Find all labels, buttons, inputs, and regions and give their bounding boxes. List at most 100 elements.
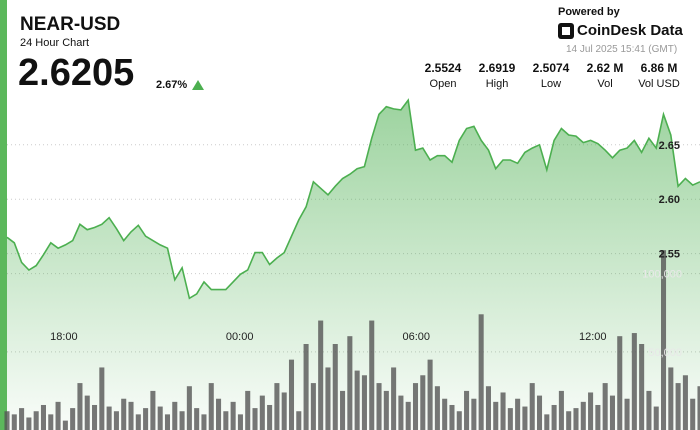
price-area	[7, 100, 700, 430]
volume-bar	[267, 404, 273, 430]
volume-bar	[84, 395, 90, 430]
volume-bar	[201, 414, 207, 430]
stat: 2.5524 Open	[416, 61, 470, 90]
volume-bar	[391, 367, 397, 430]
volume-bar	[442, 398, 448, 430]
price-line	[6, 98, 700, 300]
y2-tick-label: 50,000	[648, 347, 682, 359]
volume-bar	[259, 395, 265, 430]
y2-tick-label: 100,000	[642, 269, 682, 281]
volume-bar	[186, 386, 192, 430]
stat-value: 6.86 M	[640, 61, 678, 75]
volume-bar	[164, 414, 171, 430]
y-tick-label: 2.65	[659, 140, 680, 152]
volume-bar	[230, 401, 236, 430]
volume-bar	[150, 390, 156, 430]
title: NEAR-USD	[20, 14, 121, 35]
volume-bar	[274, 383, 280, 430]
volume-bar	[529, 383, 535, 430]
volume-bar	[179, 411, 185, 430]
volume-bar	[544, 414, 550, 430]
volume-bar	[77, 383, 83, 430]
stat-value: 2.5074	[532, 61, 570, 75]
volume-bar	[580, 401, 586, 430]
stat-label: Vol USD	[638, 78, 680, 90]
volume-bar	[40, 404, 47, 430]
volume-bar	[172, 401, 178, 430]
volume-bar	[507, 408, 513, 430]
volume-bar	[551, 404, 557, 430]
stat: 6.86 M Vol USD	[632, 61, 686, 90]
volume-bar	[515, 398, 521, 430]
volume-bar	[318, 320, 324, 430]
volume-bar	[434, 386, 440, 430]
volume-bar	[303, 344, 309, 430]
volume-bar	[4, 411, 10, 430]
volume-bar	[121, 398, 127, 430]
volume-bar	[573, 408, 579, 430]
volume-bar	[500, 392, 506, 430]
stat-label: Low	[540, 78, 562, 90]
volume-bar	[631, 333, 637, 430]
volume-bar	[354, 370, 360, 430]
powered-by: Powered by	[558, 6, 620, 18]
volume-bar	[296, 411, 302, 430]
volume-bar	[690, 398, 696, 430]
x-tick-label: 00:00	[226, 331, 254, 343]
stat-label: High	[485, 78, 509, 90]
volume-bar	[106, 406, 112, 430]
volume-bar	[216, 398, 222, 430]
volume-bar	[128, 401, 134, 430]
volume-bar	[325, 367, 331, 430]
y-tick-label: 2.60	[659, 194, 680, 206]
volume-bar	[558, 390, 564, 430]
x-tick-label: 18:00	[50, 331, 78, 343]
volume-bar	[493, 401, 499, 430]
stat: 2.6919 High	[470, 61, 524, 90]
volume-bar	[347, 336, 353, 430]
volume-bar	[11, 414, 17, 430]
volume-bar	[223, 411, 229, 430]
volume-bar	[245, 390, 251, 430]
volume-bar	[412, 383, 419, 430]
volume-bar	[143, 408, 149, 430]
volume-bar	[536, 395, 543, 430]
volume-bar	[376, 383, 382, 430]
volume-bar	[19, 408, 25, 430]
volume-bar	[617, 336, 623, 430]
up-arrow	[192, 80, 204, 90]
volume-bar	[697, 386, 700, 430]
volume-bar	[668, 367, 674, 430]
volume-bar	[639, 344, 645, 430]
volume-bar	[485, 386, 491, 430]
stats: 2.5524 Open 2.6919 High 2.5074 Low 2.62 M Vol 6.…	[416, 61, 686, 90]
y-tick-label: 2.55	[659, 249, 680, 261]
volume-bar	[383, 390, 389, 430]
volume-bar	[675, 383, 681, 430]
volume-bar	[332, 344, 338, 430]
volume-bar	[464, 390, 470, 430]
volume-bar	[405, 401, 411, 430]
volume-bar	[92, 404, 98, 430]
volume-bar	[478, 314, 484, 430]
volume-bar	[361, 375, 367, 430]
volume-bar	[602, 383, 608, 430]
volume-bar	[522, 406, 528, 430]
volume-bar	[449, 404, 455, 430]
subtitle: 24 Hour Chart	[20, 37, 90, 49]
accent-bar	[0, 0, 7, 430]
x-tick-label: 06:00	[402, 331, 430, 343]
timestamp: 14 Jul 2025 15:41 (GMT)	[566, 44, 678, 55]
volume-bar	[369, 320, 375, 430]
volume-bar	[48, 414, 54, 430]
volume-bar	[653, 406, 659, 430]
volume-bar	[70, 408, 76, 430]
volume-bar	[157, 406, 163, 430]
volume-bar	[609, 395, 615, 430]
change: 2.67%	[156, 79, 188, 91]
volume-bar	[33, 411, 39, 430]
volume-bar	[420, 375, 426, 430]
volume-bar	[99, 367, 105, 430]
